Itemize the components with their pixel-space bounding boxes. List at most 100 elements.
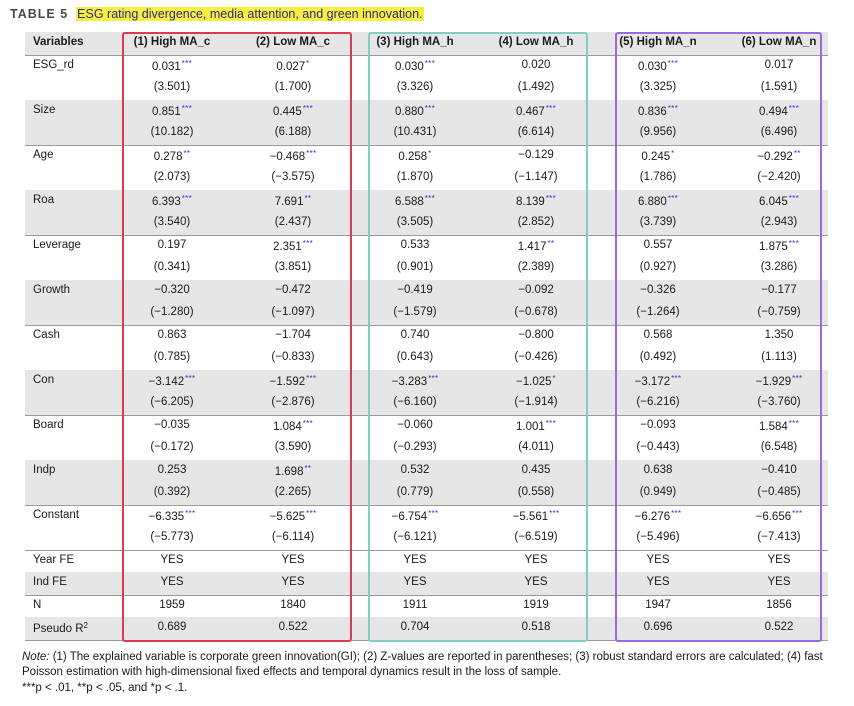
row-divider xyxy=(25,324,828,326)
stat-cell: 0.518 xyxy=(521,621,551,633)
coefficient-cell: 0.278** xyxy=(112,149,232,163)
z-value-cell: (3.540) xyxy=(153,216,191,228)
coefficient-cell: −5.561*** xyxy=(476,509,596,523)
significance-stars: *** xyxy=(671,373,682,383)
z-value-cell: (2.943) xyxy=(760,216,798,228)
header-6-low-ma-n: (6) Low MA_n xyxy=(741,36,817,48)
coefficient-cell: 0.030*** xyxy=(598,59,718,73)
coefficient-cell: 7.691** xyxy=(233,194,353,208)
table-row-ind-fe: Ind FE YES YES YES YES YES YES xyxy=(25,572,828,595)
variable-name: ESG_rd xyxy=(33,58,74,71)
z-value-cell: (−0.833) xyxy=(271,351,315,363)
coefficient-cell: 0.027* xyxy=(233,59,353,73)
z-value-cell: (6.548) xyxy=(760,441,798,453)
stat-cell: YES xyxy=(281,576,305,588)
coefficient-cell: 0.258* xyxy=(355,149,475,163)
coefficient-value: −5.561 xyxy=(512,510,549,523)
coefficient-cell: −0.292** xyxy=(719,149,839,163)
coefficient-cell: 1.698** xyxy=(233,464,353,478)
z-value-cell: (10.431) xyxy=(393,126,437,138)
stat-cell: YES xyxy=(403,553,427,566)
coefficient-cell: −6.335*** xyxy=(112,509,232,523)
z-value-cell: (1.870) xyxy=(396,171,434,183)
stat-cell: YES xyxy=(767,576,791,588)
coefficient-cell: −1.929*** xyxy=(719,374,839,388)
coefficient-value: 0.435 xyxy=(521,463,551,476)
z-value-cell: (−0.485) xyxy=(757,486,801,498)
coefficient-cell: 0.445*** xyxy=(233,104,353,118)
stat-cell: YES xyxy=(281,553,305,566)
significance-stars: *** xyxy=(302,238,314,248)
coefficient-value: 0.638 xyxy=(643,463,673,476)
z-value-cell: (2.852) xyxy=(517,216,555,228)
z-value-cell: (3.739) xyxy=(639,216,677,228)
coefficient-cell: 0.197 xyxy=(112,239,232,251)
z-value-cell: (2.073) xyxy=(153,171,191,183)
variable-name: Con xyxy=(33,373,55,386)
coefficient-value: 1.001 xyxy=(515,420,545,433)
coefficient-value: 2.351 xyxy=(272,240,302,253)
table-row-growth: Growth −0.320 −0.472 −0.419 −0.092 −0.326 −0.1… xyxy=(25,279,828,325)
coefficient-value: −1.592 xyxy=(269,375,306,388)
stat-cell: 1919 xyxy=(523,598,549,611)
z-value-cell: (0.779) xyxy=(396,486,434,498)
z-value-cell: (4.011) xyxy=(518,441,554,453)
table-row-size: Size 0.851*** 0.445*** 0.880*** 0.467*** 0.83… xyxy=(25,99,828,145)
significance-stars: *** xyxy=(545,418,557,428)
significance-stars: *** xyxy=(181,193,193,203)
variable-name: Leverage xyxy=(33,238,81,251)
z-value-cell: (1.591) xyxy=(760,81,798,93)
coefficient-value: 0.020 xyxy=(521,58,551,71)
stat-cell: 1840 xyxy=(280,598,306,611)
coefficient-cell: 1.084*** xyxy=(233,419,353,433)
coefficient-cell: −0.320 xyxy=(112,284,232,296)
coefficient-cell: 0.494*** xyxy=(719,104,839,118)
stat-cell: YES xyxy=(524,553,548,566)
z-value-cell: (−0.443) xyxy=(636,441,680,453)
significance-stars: ** xyxy=(183,148,191,158)
significance-stars: *** xyxy=(667,193,679,203)
coefficient-value: −5.625 xyxy=(269,510,306,523)
coefficient-value: −0.419 xyxy=(397,283,433,296)
header-row: Variables (1) High MA_c (2) Low MA_c (3) Hi… xyxy=(25,32,828,55)
coefficient-value: −6.335 xyxy=(148,510,185,523)
z-value-cell: (3.286) xyxy=(760,261,798,273)
significance-stars: *** xyxy=(306,508,317,518)
coefficient-value: −6.276 xyxy=(634,510,671,523)
significance-stars: ** xyxy=(793,148,801,158)
header-5-high-ma-n: (5) High MA_n xyxy=(619,36,697,48)
note-text: (1) The explained variable is corporate … xyxy=(22,650,823,678)
stat-cell: 0.522 xyxy=(764,621,794,633)
coefficient-value: 0.017 xyxy=(764,58,794,71)
z-value-cell: (1.113) xyxy=(761,351,797,363)
coefficient-cell: −0.129 xyxy=(476,149,596,161)
significance-stars: *** xyxy=(788,238,800,248)
z-value-cell: (−1.914) xyxy=(514,396,558,408)
z-value-cell: (2.265) xyxy=(274,486,312,498)
coefficient-value: −0.035 xyxy=(154,418,190,431)
variable-name: Cash xyxy=(33,328,60,341)
significance-stars: *** xyxy=(788,193,800,203)
stat-cell: YES xyxy=(160,576,184,588)
stat-cell: YES xyxy=(767,553,791,566)
table-label: TABLE 5 xyxy=(10,7,69,21)
significance-stars: *** xyxy=(667,58,679,68)
table-row-indp: Indp 0.253 1.698** 0.532 0.435 0.638 −0.410 (0.… xyxy=(25,459,828,505)
coefficient-value: −0.800 xyxy=(518,328,554,341)
coefficient-value: −6.656 xyxy=(755,510,792,523)
coefficient-value: 0.031 xyxy=(151,60,181,73)
coefficient-value: −3.283 xyxy=(391,375,428,388)
stat-cell: 0.689 xyxy=(157,621,187,633)
coefficient-value: 1.350 xyxy=(764,328,794,341)
significance-stars: *** xyxy=(185,373,196,383)
table-row-age: Age 0.278** −0.468*** 0.258* −0.129 0.245* −0.… xyxy=(25,145,828,190)
coefficient-value: 1.875 xyxy=(758,240,788,253)
significance-stars: *** xyxy=(424,103,436,113)
z-value-cell: (3.326) xyxy=(396,81,434,93)
coefficient-cell: −0.472 xyxy=(233,284,353,296)
significance-stars: *** xyxy=(792,508,803,518)
z-value-cell: (−0.293) xyxy=(393,441,437,453)
coefficient-cell: −1.592*** xyxy=(233,374,353,388)
coefficient-value: 1.417 xyxy=(517,240,547,253)
table-row-con: Con −3.142*** −1.592*** −3.283*** −1.025* −3.… xyxy=(25,369,828,415)
